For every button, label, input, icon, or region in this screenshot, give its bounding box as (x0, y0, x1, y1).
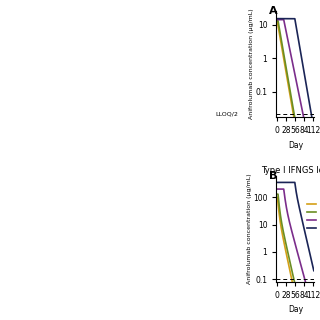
Title: Type I IFNGS low: Type I IFNGS low (260, 166, 320, 175)
150 mg (304, 285, 308, 289)
X-axis label: Day: Day (288, 306, 303, 315)
100 mg (277, 212, 281, 216)
150 mg (276, 192, 279, 196)
1000 mg (277, 180, 281, 184)
100 mg (293, 285, 297, 289)
Text: A: A (269, 6, 277, 16)
150 mg (312, 285, 316, 289)
150 mg (292, 279, 296, 283)
Line: 1000 mg: 1000 mg (277, 182, 314, 271)
100 mg (311, 285, 315, 289)
300 mg (293, 242, 297, 245)
150 mg (294, 285, 298, 289)
Legend: 100 mg, 150 mg, 300 mg, 1000 mg: 100 mg, 150 mg, 300 mg, 1000 mg (307, 202, 320, 231)
Text: LLOQ/2: LLOQ/2 (216, 112, 238, 116)
1000 mg (312, 269, 316, 273)
1000 mg (311, 264, 315, 268)
300 mg (305, 285, 309, 289)
150 mg (311, 285, 315, 289)
Line: 300 mg: 300 mg (277, 189, 314, 287)
150 mg (311, 285, 315, 289)
Line: 100 mg: 100 mg (277, 197, 314, 287)
100 mg (292, 285, 296, 289)
300 mg (276, 187, 279, 191)
100 mg (304, 285, 308, 289)
300 mg (311, 285, 315, 289)
1000 mg (311, 264, 315, 268)
1000 mg (276, 180, 279, 184)
Line: 150 mg: 150 mg (277, 194, 314, 287)
300 mg (292, 238, 296, 242)
Y-axis label: Anifrolumab concentration (μg/mL): Anifrolumab concentration (μg/mL) (249, 9, 254, 119)
1000 mg (293, 183, 297, 187)
1000 mg (292, 180, 296, 184)
150 mg (293, 283, 297, 287)
100 mg (311, 285, 315, 289)
1000 mg (304, 235, 308, 239)
100 mg (312, 285, 316, 289)
100 mg (276, 195, 279, 199)
300 mg (304, 283, 308, 286)
300 mg (311, 285, 315, 289)
Y-axis label: Anifrolumab concentration (μg/mL): Anifrolumab concentration (μg/mL) (246, 174, 252, 284)
Text: B: B (269, 171, 277, 181)
150 mg (277, 204, 281, 208)
100 mg (292, 285, 295, 289)
300 mg (277, 187, 281, 191)
X-axis label: Day: Day (288, 140, 303, 149)
300 mg (312, 285, 316, 289)
